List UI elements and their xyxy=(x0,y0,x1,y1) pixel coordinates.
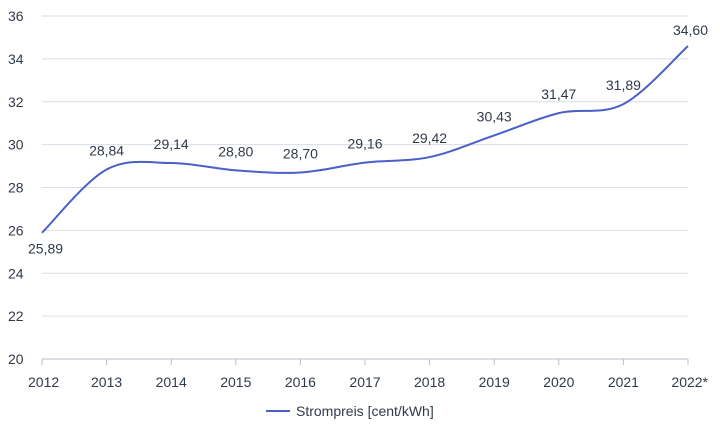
gridlines xyxy=(42,15,688,317)
y-tick-label: 28 xyxy=(8,180,24,196)
data-label: 31,89 xyxy=(606,77,641,93)
y-tick-label: 30 xyxy=(8,137,24,153)
data-label: 28,80 xyxy=(218,143,253,159)
series-group xyxy=(41,45,689,234)
x-tick-label: 2014 xyxy=(156,374,187,390)
y-tick-label: 20 xyxy=(8,351,24,367)
x-tick-label: 2013 xyxy=(91,374,122,390)
y-tick-label: 34 xyxy=(8,51,24,67)
y-tick-label: 32 xyxy=(8,94,24,110)
data-label: 30,43 xyxy=(477,108,512,124)
x-tick-label: 2021 xyxy=(608,374,639,390)
legend-label: Strompreis [cent/kWh] xyxy=(296,403,434,419)
data-label: 29,42 xyxy=(412,130,447,146)
data-label: 34,60 xyxy=(673,22,708,38)
data-label: 31,47 xyxy=(541,86,576,102)
x-tick-label: 2012 xyxy=(28,374,59,390)
x-tick-label: 2016 xyxy=(285,374,316,390)
x-tick-label: 2019 xyxy=(479,374,510,390)
data-label: 25,89 xyxy=(28,241,63,257)
data-label: 28,70 xyxy=(283,145,318,161)
x-tick-label: 2022* xyxy=(671,374,708,390)
y-tick-label: 26 xyxy=(8,222,24,238)
x-tick-label: 2017 xyxy=(349,374,380,390)
x-axis: 2012 2013 2014 2015 2016 2017 2018 2019 2020 2021… xyxy=(28,358,709,390)
y-tick-label: 22 xyxy=(8,308,24,324)
data-label: 29,16 xyxy=(347,136,382,152)
series-line-strompreis xyxy=(41,45,689,234)
data-label: 28,84 xyxy=(89,142,124,158)
y-tick-label: 36 xyxy=(8,8,24,24)
data-label: 29,14 xyxy=(154,136,189,152)
x-tick-label: 2018 xyxy=(414,374,445,390)
y-tick-label: 24 xyxy=(8,265,24,281)
x-tick-label: 2020 xyxy=(543,374,574,390)
y-axis-ticks: 20 22 24 26 28 30 32 34 36 xyxy=(8,8,24,367)
x-tick-label: 2015 xyxy=(220,374,251,390)
legend: Strompreis [cent/kWh] xyxy=(266,403,434,419)
data-labels: 25,89 28,84 29,14 28,80 28,70 29,16 29,42 30,43… xyxy=(28,22,708,257)
